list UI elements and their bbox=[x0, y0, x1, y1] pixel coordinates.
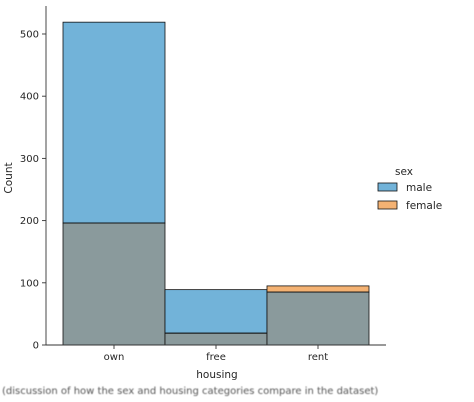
legend-title: sex bbox=[395, 166, 413, 178]
ticks-layer: 0 100 200 300 400 500 own free rent bbox=[20, 29, 328, 363]
legend-label-female: female bbox=[406, 200, 442, 212]
y-tick-label-500: 500 bbox=[20, 29, 39, 40]
bars-layer bbox=[62, 21, 370, 346]
caption-text: (discussion of how the sex and housing c… bbox=[2, 386, 379, 397]
histogram-chart: 0 100 200 300 400 500 own free rent housing Coun… bbox=[3, 6, 442, 381]
x-tick-label-own: own bbox=[104, 352, 125, 363]
bar-overlap-free bbox=[164, 332, 268, 346]
legend-label-male: male bbox=[406, 182, 432, 194]
legend-swatch-male bbox=[377, 182, 398, 192]
y-tick-label-0: 0 bbox=[33, 341, 39, 352]
y-axis-label: Count bbox=[3, 162, 15, 193]
x-tick-label-rent: rent bbox=[308, 352, 328, 363]
legend-swatch-female bbox=[377, 200, 398, 210]
y-tick-label-400: 400 bbox=[20, 92, 39, 103]
legend: sex male female bbox=[377, 166, 442, 212]
bar-overlap-own bbox=[62, 222, 166, 346]
y-tick-label-200: 200 bbox=[20, 216, 39, 227]
bar-overlap-rent bbox=[266, 291, 370, 346]
bar-female-rent bbox=[266, 285, 370, 293]
bar-male-free bbox=[164, 289, 268, 334]
y-tick-label-100: 100 bbox=[20, 278, 39, 289]
bar-male-own bbox=[62, 21, 166, 224]
x-axis-label: housing bbox=[196, 369, 237, 381]
y-tick-label-300: 300 bbox=[20, 154, 39, 165]
x-tick-label-free: free bbox=[206, 352, 226, 363]
